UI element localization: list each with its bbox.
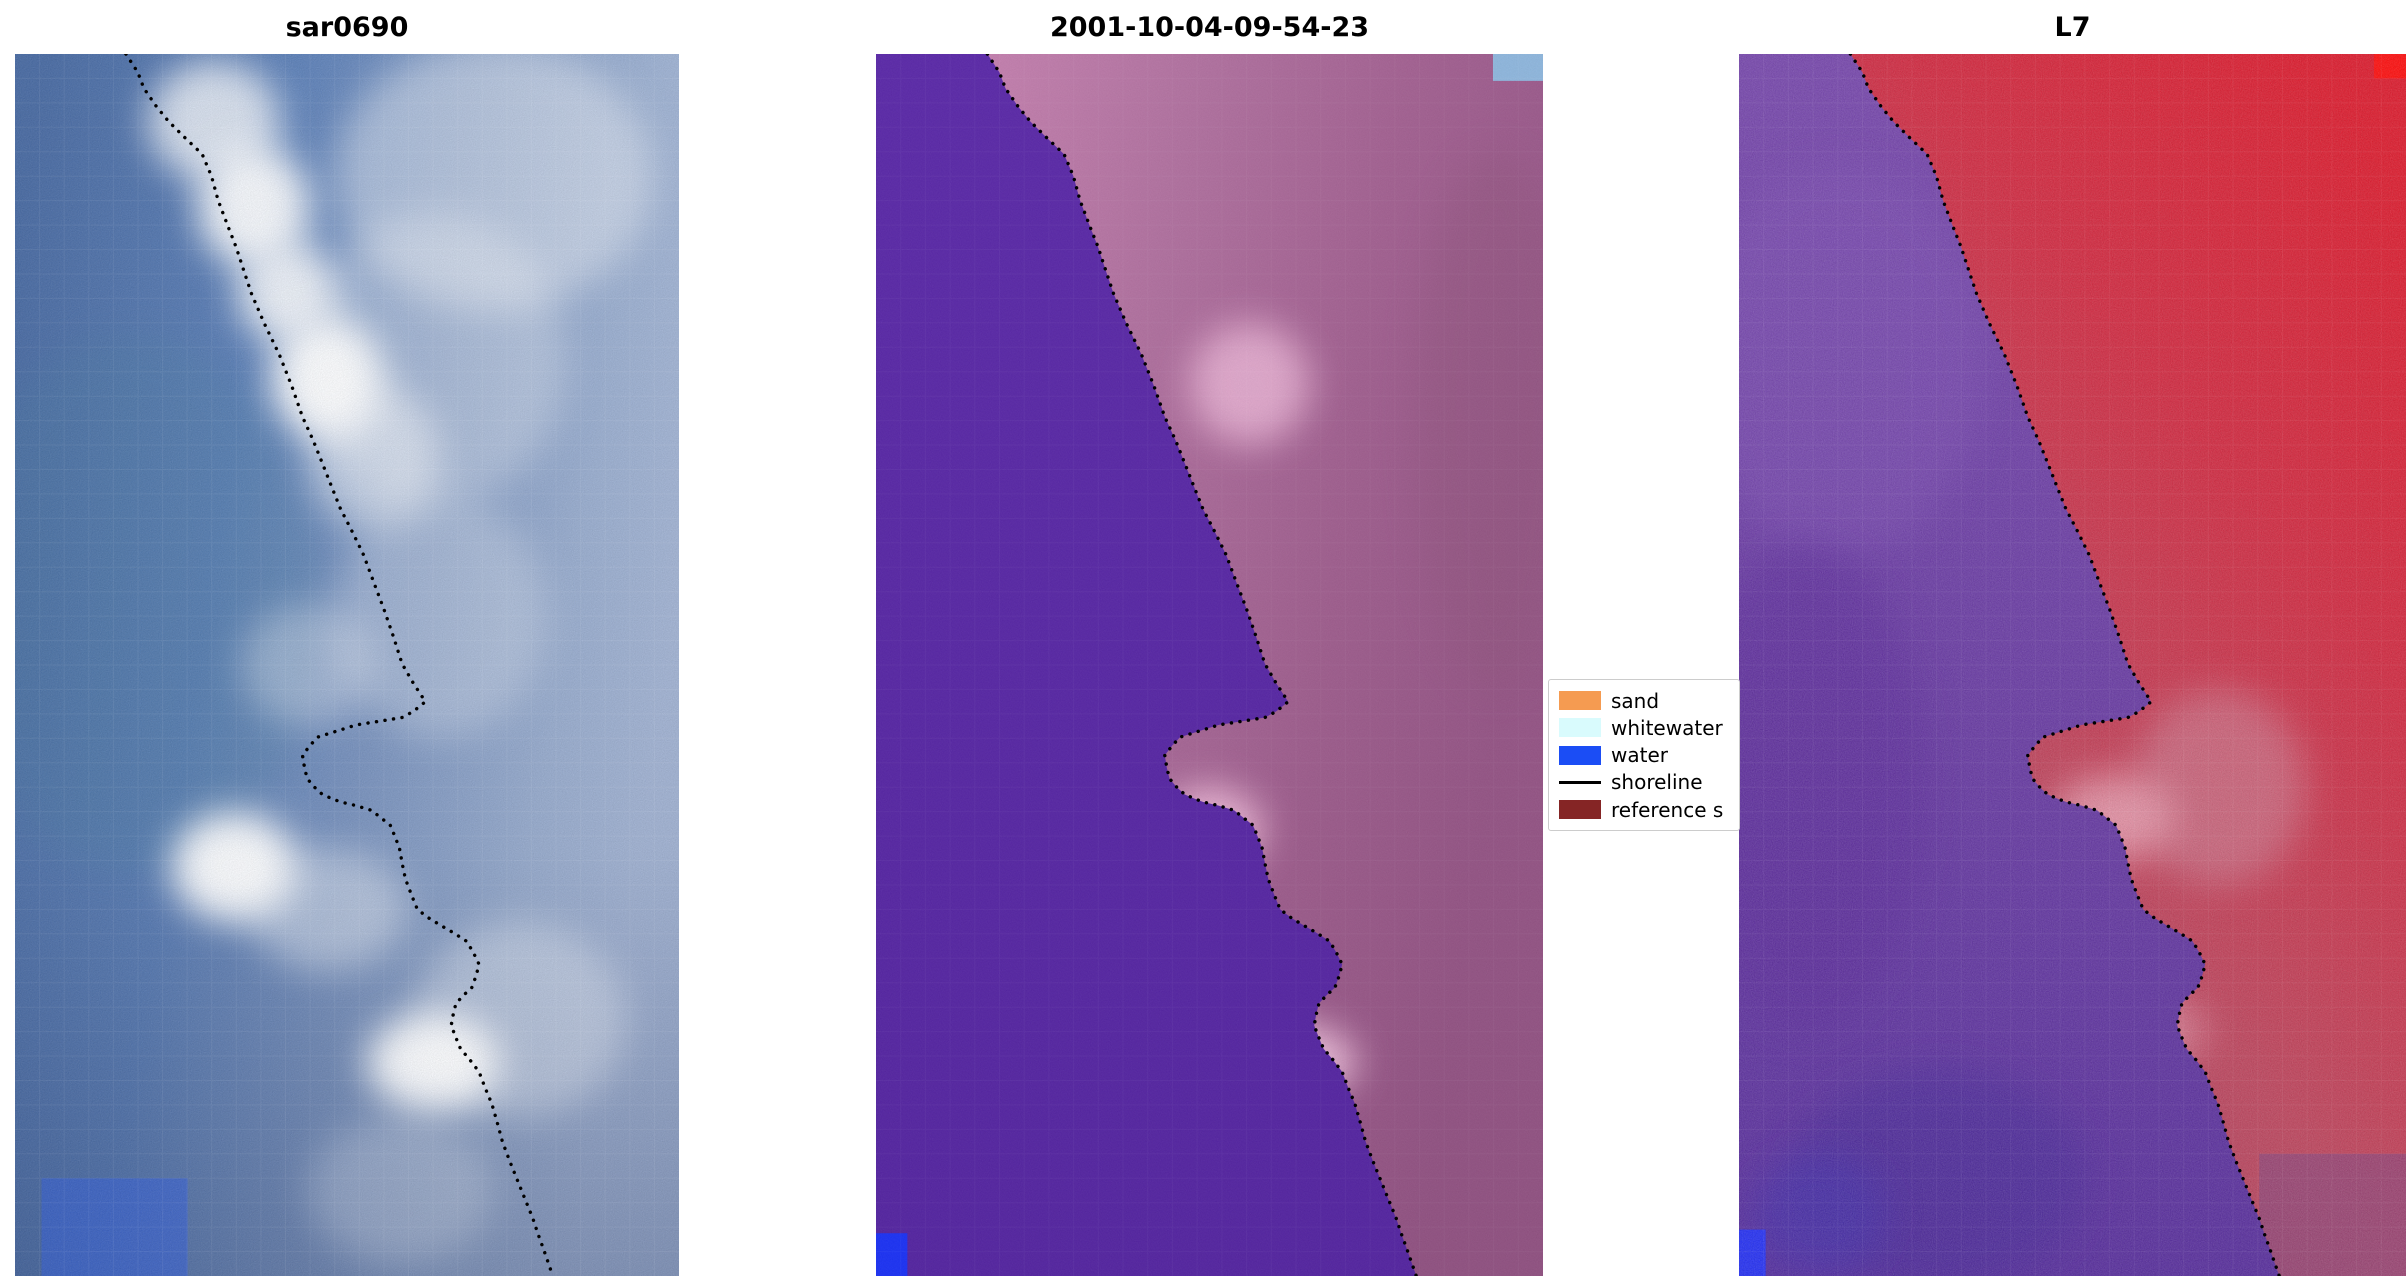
panel-svg-1 <box>876 54 1543 1276</box>
legend-color-swatch <box>1559 745 1601 765</box>
panel-svg-0 <box>15 54 679 1276</box>
legend-line-swatch <box>1559 780 1601 784</box>
legend-label: shoreline <box>1611 770 1703 795</box>
panel-title-l7: L7 <box>2054 12 2091 43</box>
legend-label: whitewater <box>1611 715 1723 740</box>
panel-title-timestamp: 2001-10-04-09-54-23 <box>1049 12 1370 43</box>
legend-entry-sand: sand <box>1559 687 1729 714</box>
legend-color-swatch <box>1559 800 1601 819</box>
legend-color-swatch <box>1559 718 1601 738</box>
panel-l7-image <box>1739 54 2406 1276</box>
panel-sar0690-image <box>15 54 679 1276</box>
panel-classified-image <box>876 54 1543 1276</box>
panel-svg-2 <box>1739 54 2406 1276</box>
legend-entry-reference-s: reference s <box>1559 796 1729 823</box>
panel-title-sar0690: sar0690 <box>285 12 409 43</box>
legend-color-swatch <box>1559 691 1601 710</box>
legend-entry-water: water <box>1559 742 1729 769</box>
legend-entry-whitewater: whitewater <box>1559 714 1729 741</box>
legend-label: water <box>1611 743 1668 767</box>
legend: sand whitewater water shoreline reference s <box>1548 679 1740 831</box>
legend-label: reference s <box>1611 797 1724 822</box>
legend-entry-shoreline: shoreline <box>1559 769 1729 796</box>
legend-label: sand <box>1611 688 1660 713</box>
